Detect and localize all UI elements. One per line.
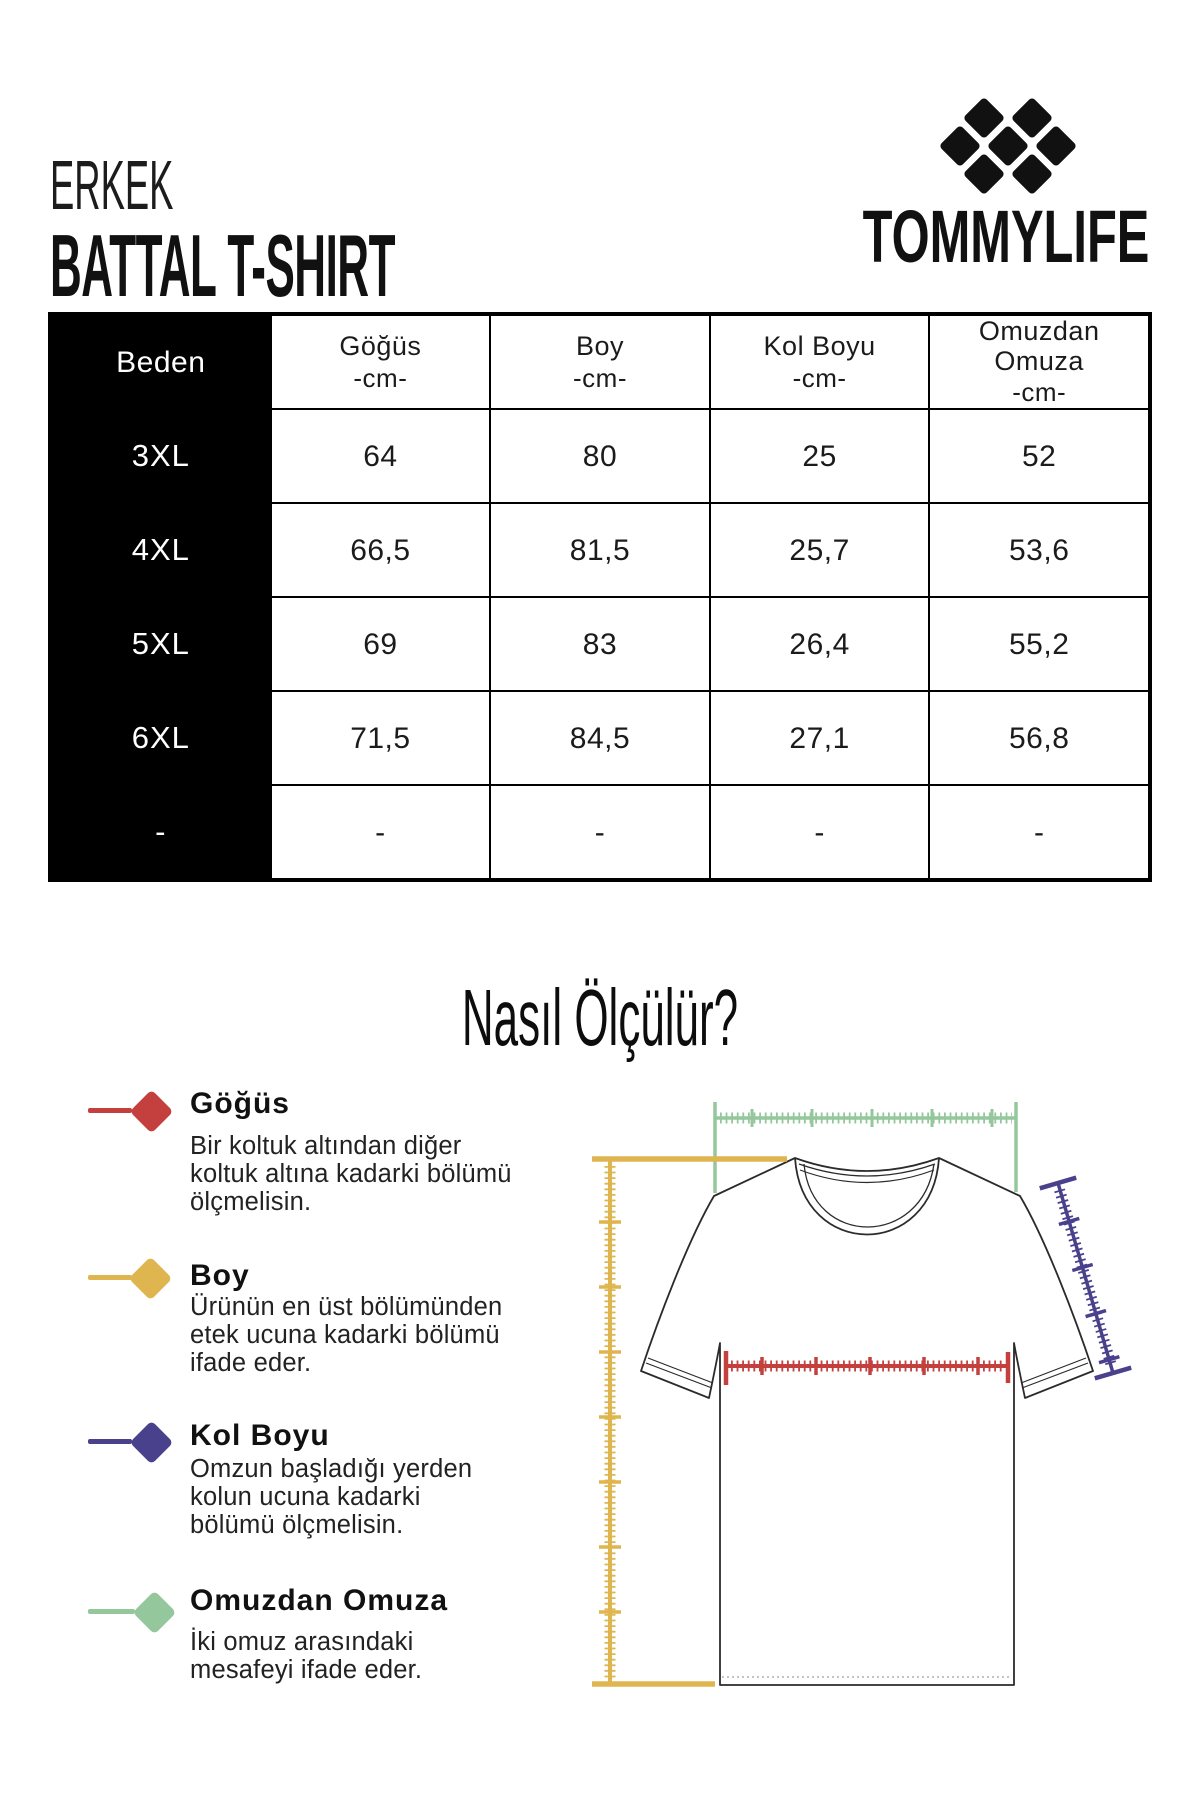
column-label: Boy <box>575 330 624 361</box>
table-value: 27,1 <box>709 691 930 785</box>
desc-line: Omzun başladığı yerden <box>190 1455 473 1483</box>
table-value: 26,4 <box>709 597 930 691</box>
column-label: Beden <box>116 345 206 379</box>
legend-title-gogus: Göğüs <box>190 1087 290 1120</box>
table-value: 81,5 <box>490 503 710 597</box>
tshirt-measurement-diagram <box>592 1102 1132 1687</box>
diamond-icon-kol-boyu <box>129 1420 174 1465</box>
table-value: - <box>490 785 710 879</box>
table-value: 83 <box>490 597 710 691</box>
desc-line: bölümü ölçmelisin. <box>190 1511 404 1539</box>
table-value: 84,5 <box>490 691 710 785</box>
ruler-gogus <box>723 1351 1011 1385</box>
desc-line: etek ucuna kadarki bölümü <box>190 1321 500 1349</box>
table-header-kol-boyu: Kol Boyu -cm- <box>709 315 930 409</box>
ruler-omuzdan-omuza <box>713 1102 1018 1193</box>
diamond-icon-boy <box>128 1256 173 1301</box>
table-value: 69 <box>270 597 491 691</box>
size-label: - <box>51 785 271 879</box>
legend-pointer-line <box>88 1609 135 1614</box>
category-title: ERKEK <box>50 146 174 224</box>
legend-desc-kol-boyu: Omzun başladığı yerden kolun ucuna kadar… <box>190 1455 472 1539</box>
table-value: - <box>929 785 1149 879</box>
table-value: 71,5 <box>270 691 491 785</box>
table-value: 66,5 <box>270 503 491 597</box>
product-title: BATTAL T-SHIRT <box>50 216 395 315</box>
column-unit: -cm- <box>573 362 627 393</box>
legend-title-omuzdan-omuza: Omuzdan Omuza <box>190 1584 449 1617</box>
legend-title-boy: Boy <box>190 1259 250 1292</box>
desc-line: ifade eder. <box>190 1349 312 1377</box>
size-label: 6XL <box>51 691 271 785</box>
tommylife-diamonds-logo-icon <box>940 98 1076 194</box>
legend-pointer-line <box>88 1439 132 1444</box>
desc-line: Ürünün en üst bölümünden <box>190 1293 503 1321</box>
legend-desc-boy: Ürünün en üst bölümünden etek ucuna kada… <box>190 1293 502 1377</box>
diamond-icon-gogus <box>129 1089 174 1134</box>
column-label: Omuzdan Omuza <box>978 316 1100 376</box>
size-table: Beden Göğüs -cm- Boy -cm- Kol Boyu -cm- … <box>48 312 1152 882</box>
table-value: 53,6 <box>929 503 1149 597</box>
table-header-beden: Beden <box>51 315 271 409</box>
table-value: - <box>270 785 491 879</box>
diamond-icon-omuzdan-omuza <box>132 1590 177 1635</box>
column-label: Göğüs <box>339 330 422 361</box>
how-to-measure-title: Nasıl Ölçülür? <box>461 973 739 1062</box>
legend-desc-omuzdan-omuza: İki omuz arasındaki mesafeyi ifade eder. <box>190 1628 422 1684</box>
table-value: 55,2 <box>929 597 1149 691</box>
desc-line: Bir koltuk altından diğer <box>190 1132 462 1160</box>
desc-line: kolun ucuna kadarki <box>190 1483 421 1511</box>
table-header-boy: Boy -cm- <box>490 315 710 409</box>
table-value: 80 <box>490 409 710 503</box>
column-unit: -cm- <box>1012 377 1067 408</box>
table-value: - <box>709 785 930 879</box>
legend-pointer-line <box>88 1108 132 1113</box>
ruler-boy <box>592 1156 787 1687</box>
column-unit: -cm- <box>353 362 408 393</box>
desc-line: ölçmelisin. <box>190 1188 312 1216</box>
table-value: 25,7 <box>709 503 930 597</box>
size-label: 5XL <box>51 597 271 691</box>
table-value: 25 <box>709 409 930 503</box>
table-value: 64 <box>270 409 491 503</box>
tshirt-outline <box>640 1157 1094 1686</box>
legend-desc-gogus: Bir koltuk altından diğer koltuk altına … <box>190 1132 512 1216</box>
table-header-omuzdan-omuza: Omuzdan Omuza -cm- <box>929 315 1149 409</box>
ruler-kol-boyu <box>1039 1175 1132 1381</box>
column-unit: -cm- <box>792 362 847 393</box>
table-value: 52 <box>929 409 1149 503</box>
table-value: 56,8 <box>929 691 1149 785</box>
column-label: Kol Boyu <box>763 330 876 361</box>
desc-line: koltuk altına kadarki bölümü <box>190 1160 512 1188</box>
size-label: 3XL <box>51 409 271 503</box>
desc-line: mesafeyi ifade eder. <box>190 1656 423 1684</box>
legend-pointer-line <box>88 1275 132 1280</box>
size-label: 4XL <box>51 503 271 597</box>
brand-name: TOMMYLIFE <box>862 195 1150 278</box>
table-header-gogus: Göğüs -cm- <box>270 315 491 409</box>
desc-line: İki omuz arasındaki <box>190 1628 414 1656</box>
legend-title-kol-boyu: Kol Boyu <box>190 1419 330 1452</box>
